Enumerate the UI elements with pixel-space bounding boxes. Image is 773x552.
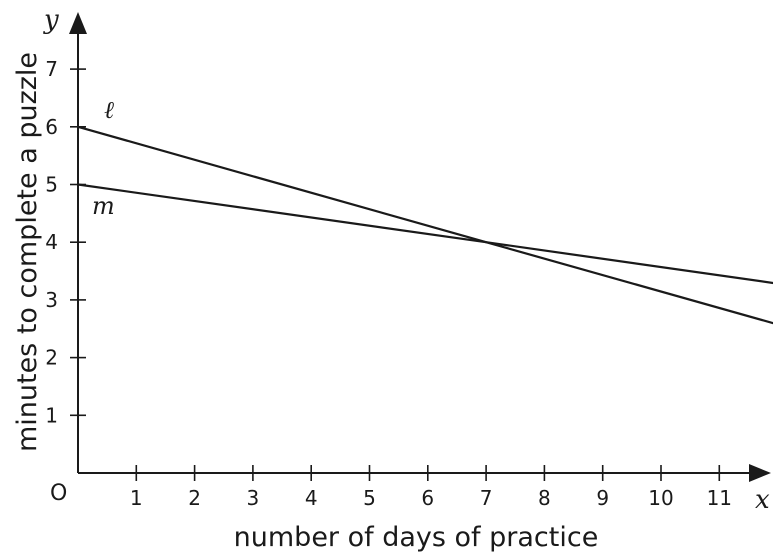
y-axis-variable: y bbox=[43, 5, 59, 35]
x-tick-label: 9 bbox=[596, 486, 609, 510]
origin-label: O bbox=[50, 481, 67, 506]
axes bbox=[69, 12, 771, 482]
series-label-m: m bbox=[92, 192, 115, 220]
x-axis-title: number of days of practice bbox=[234, 522, 599, 552]
y-tick-label: 5 bbox=[45, 173, 58, 197]
y-tick-label: 3 bbox=[45, 288, 58, 312]
x-tick-label: 7 bbox=[480, 486, 493, 510]
y-tick-label: 7 bbox=[45, 57, 58, 81]
y-tick-label: 1 bbox=[45, 403, 58, 427]
y-tick-label: 6 bbox=[45, 115, 58, 139]
x-tick-label: 1 bbox=[130, 486, 143, 510]
y-axis-title: minutes to complete a puzzle bbox=[12, 52, 43, 452]
y-tick-label: 2 bbox=[45, 346, 58, 370]
series-line-l bbox=[77, 125, 773, 325]
y-axis-arrow bbox=[69, 12, 87, 34]
x-tick-label: 3 bbox=[247, 486, 260, 510]
series-lines bbox=[77, 125, 773, 325]
x-tick-label: 11 bbox=[707, 486, 732, 510]
x-tick-label: 4 bbox=[305, 486, 318, 510]
x-axis-variable: x bbox=[755, 485, 770, 515]
series-label-l: ℓ bbox=[104, 96, 114, 124]
x-tick-label: 8 bbox=[538, 486, 551, 510]
x-tick-label: 10 bbox=[648, 486, 673, 510]
x-tick-label: 5 bbox=[363, 486, 376, 510]
series-line-m bbox=[77, 183, 773, 285]
y-tick-label: 4 bbox=[45, 230, 58, 254]
x-tick-label: 6 bbox=[421, 486, 434, 510]
x-tick-label: 2 bbox=[188, 486, 201, 510]
x-axis-arrow bbox=[749, 464, 771, 482]
